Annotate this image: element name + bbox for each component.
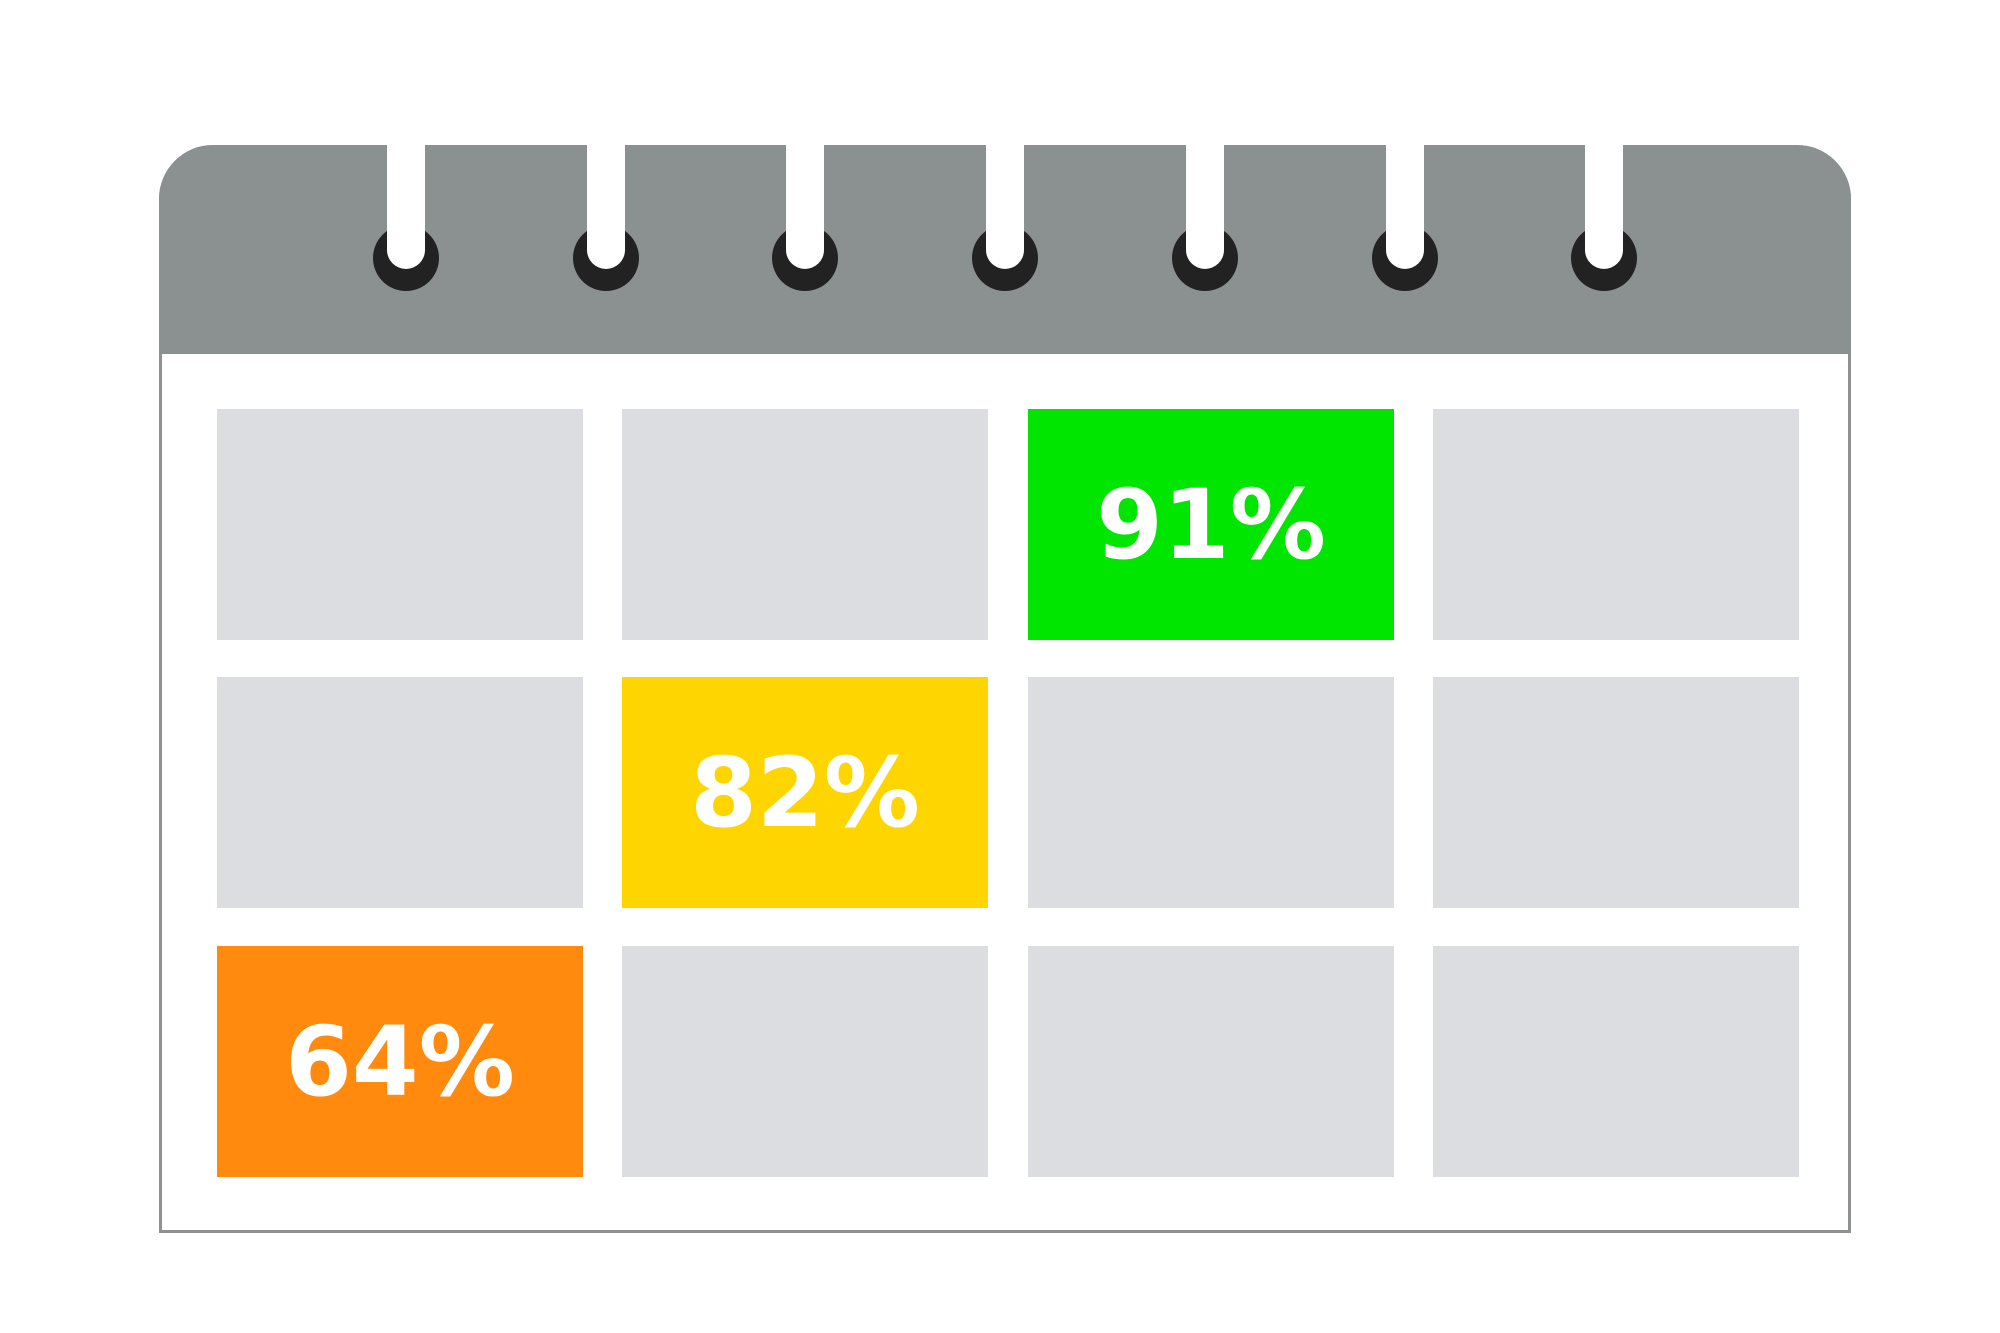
highlighted-day-cell: 82%: [622, 677, 988, 908]
binder-ring-icon: [1186, 145, 1224, 269]
highlighted-day-cell: 64%: [217, 946, 583, 1177]
day-cell: [622, 409, 988, 640]
highlighted-day-cell: 91%: [1028, 409, 1394, 640]
day-cell: [217, 677, 583, 908]
binder-ring-icon: [387, 145, 425, 269]
binder-ring-icon: [1386, 145, 1424, 269]
day-cell: [1028, 946, 1394, 1177]
day-cell: [622, 946, 988, 1177]
day-cell: [1433, 409, 1799, 640]
day-cell: [1433, 946, 1799, 1177]
day-cell: [1433, 677, 1799, 908]
binder-ring-icon: [587, 145, 625, 269]
binder-ring-icon: [786, 145, 824, 269]
day-cell: [217, 409, 583, 640]
binder-ring-icon: [986, 145, 1024, 269]
day-cell: [1028, 677, 1394, 908]
binder-ring-icon: [1585, 145, 1623, 269]
